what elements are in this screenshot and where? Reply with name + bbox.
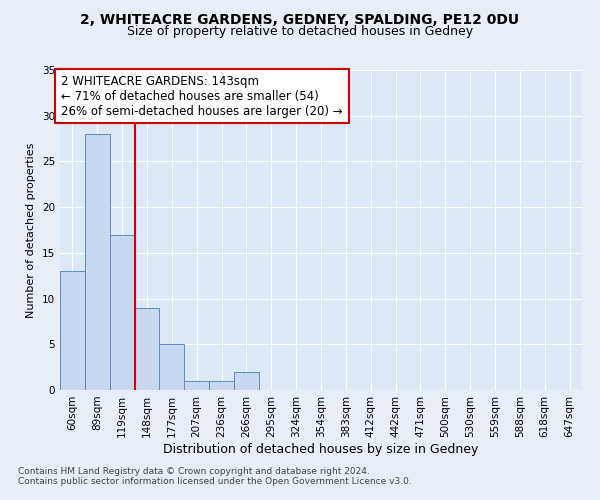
Text: 2, WHITEACRE GARDENS, GEDNEY, SPALDING, PE12 0DU: 2, WHITEACRE GARDENS, GEDNEY, SPALDING, …: [80, 12, 520, 26]
Bar: [60, 271, 85, 390]
Bar: [110, 234, 134, 390]
Bar: [85, 134, 110, 390]
Bar: [234, 372, 259, 390]
Text: 2 WHITEACRE GARDENS: 143sqm
← 71% of detached houses are smaller (54)
26% of sem: 2 WHITEACRE GARDENS: 143sqm ← 71% of det…: [61, 74, 343, 118]
X-axis label: Distribution of detached houses by size in Gedney: Distribution of detached houses by size …: [163, 442, 479, 456]
Text: Contains HM Land Registry data © Crown copyright and database right 2024.: Contains HM Land Registry data © Crown c…: [18, 467, 370, 476]
Text: Contains public sector information licensed under the Open Government Licence v3: Contains public sector information licen…: [18, 477, 412, 486]
Text: Size of property relative to detached houses in Gedney: Size of property relative to detached ho…: [127, 25, 473, 38]
Bar: [209, 381, 234, 390]
Bar: [134, 308, 160, 390]
Bar: [160, 344, 184, 390]
Bar: [184, 381, 209, 390]
Y-axis label: Number of detached properties: Number of detached properties: [26, 142, 37, 318]
